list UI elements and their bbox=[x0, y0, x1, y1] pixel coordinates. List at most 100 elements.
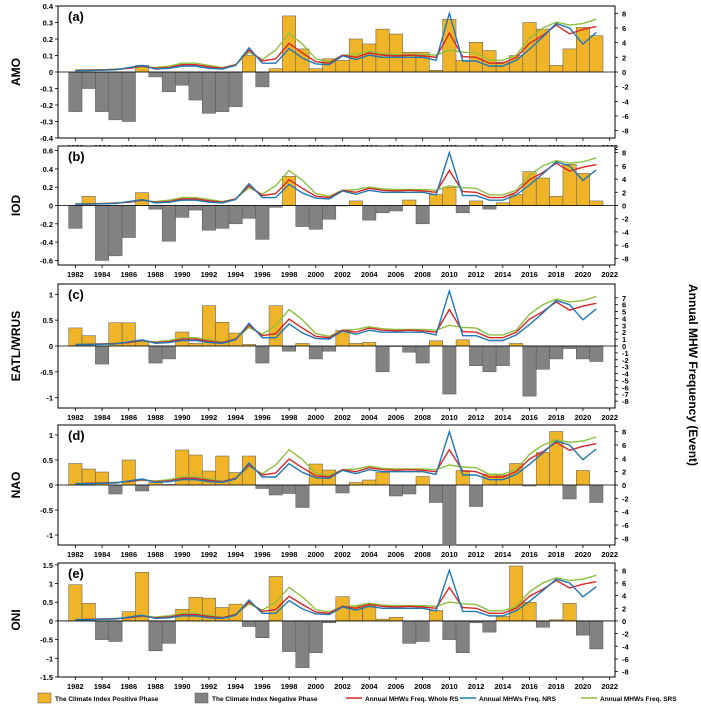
bar-1997 bbox=[268, 576, 283, 622]
y2-tick-label: 6 bbox=[622, 24, 626, 33]
x-tick-label: 1986 bbox=[120, 550, 137, 559]
x-tick-label: 2004 bbox=[361, 413, 379, 422]
bar-1996 bbox=[255, 484, 270, 489]
y2-tick-label: 4 bbox=[622, 39, 627, 48]
x-tick-label: 2020 bbox=[575, 270, 592, 279]
y-tick-label: 0.1 bbox=[43, 52, 53, 61]
bar-1989 bbox=[161, 205, 176, 242]
bar-2016 bbox=[522, 345, 537, 397]
series-line-mhw_nrs bbox=[75, 150, 597, 205]
x-tick-label: 1994 bbox=[227, 550, 245, 559]
panel-label: (a) bbox=[68, 9, 84, 24]
bar-2004 bbox=[362, 342, 377, 347]
x-tick-label: 2014 bbox=[494, 550, 512, 559]
legend-item-nrs: Annual MHWs Freq. NRS bbox=[460, 696, 557, 703]
bar-2019 bbox=[562, 484, 577, 500]
bar-2004 bbox=[362, 43, 377, 73]
y-tick-label: 0.5 bbox=[43, 456, 53, 465]
bar-2006 bbox=[389, 33, 403, 73]
x-tick-label: 2022 bbox=[601, 682, 618, 691]
bar-1988 bbox=[148, 345, 163, 364]
y-tick-label: 0.4 bbox=[43, 165, 54, 174]
x-tick-label: 1984 bbox=[94, 270, 112, 279]
x-tick-label: 2010 bbox=[441, 682, 458, 691]
bar-2006 bbox=[389, 484, 403, 497]
y2-tick-label: -4 bbox=[622, 642, 629, 651]
x-tick-label: 2018 bbox=[548, 682, 565, 691]
x-tick-label: 2004 bbox=[361, 682, 379, 691]
bar-1984 bbox=[95, 620, 110, 640]
y2-tick-label: -8 bbox=[622, 668, 629, 677]
x-tick-label: 2022 bbox=[601, 413, 618, 422]
legend-swatch bbox=[37, 692, 52, 704]
bar-2020 bbox=[576, 470, 590, 486]
bar-1997 bbox=[268, 68, 283, 73]
bar-2017 bbox=[535, 345, 550, 370]
x-tick-label: 2012 bbox=[468, 413, 485, 422]
bar-2018 bbox=[549, 65, 564, 73]
y2-tick-label: -6 bbox=[622, 112, 629, 121]
x-tick-label: 2014 bbox=[494, 413, 512, 422]
y-tick-label: 0 bbox=[49, 342, 53, 351]
x-tick-label: 1994 bbox=[227, 682, 245, 691]
bar-2009 bbox=[429, 484, 443, 503]
y2-tick-label: -6 bbox=[622, 241, 629, 250]
bar-1982 bbox=[68, 71, 83, 112]
x-tick-label: 2010 bbox=[441, 270, 458, 279]
y2-tick-label: 6 bbox=[622, 441, 626, 450]
bar-1985 bbox=[108, 620, 123, 642]
y2-tick-label: 4 bbox=[622, 175, 627, 184]
bar-2020 bbox=[576, 620, 590, 636]
bar-1986 bbox=[121, 205, 136, 238]
y2-tick-label: -8 bbox=[622, 397, 629, 406]
y2-tick-label: 2 bbox=[622, 53, 626, 62]
x-tick-label: 2012 bbox=[468, 270, 485, 279]
y-tick-label: -0.3 bbox=[40, 118, 53, 127]
x-tick-label: 1990 bbox=[174, 270, 191, 279]
bar-1994 bbox=[228, 71, 243, 107]
x-tick-label: 2000 bbox=[307, 550, 324, 559]
y-axis-title: EATL/WRUS bbox=[9, 311, 23, 381]
bar-2001 bbox=[322, 345, 337, 352]
x-tick-label: 1996 bbox=[254, 413, 271, 422]
y-axis-title: IOD bbox=[9, 195, 23, 217]
bar-2020 bbox=[576, 27, 590, 73]
x-tick-label: 1996 bbox=[254, 270, 271, 279]
series-line-mhw_nrs bbox=[75, 568, 597, 621]
x-tick-label: 1992 bbox=[201, 413, 218, 422]
y2-tick-label: 8 bbox=[622, 149, 626, 158]
bar-1994 bbox=[228, 205, 243, 225]
x-tick-label: 1992 bbox=[201, 550, 218, 559]
legend: The Climate Index Positive Phase The Clim… bbox=[37, 692, 677, 704]
x-tick-label: 1982 bbox=[67, 413, 84, 422]
bar-1982 bbox=[68, 205, 83, 229]
y2-tick-label: -2 bbox=[622, 215, 629, 224]
bar-1996 bbox=[255, 205, 270, 240]
legend-label: Annual MHWs Freq. Whole RS bbox=[365, 696, 459, 703]
panels: 0.4 0.3 0.2 0.1 0 -0.1 -0.2 -0.3 -0.4 8 6 4 2 0 -2 -4 -6… bbox=[9, 2, 629, 691]
x-tick-label: 2006 bbox=[388, 270, 405, 279]
bar-1999 bbox=[295, 205, 310, 227]
series-line-mhw_nrs bbox=[75, 429, 597, 485]
bar-1991 bbox=[188, 205, 203, 211]
y-tick-label: -1 bbox=[46, 394, 53, 403]
y-tick-label: 0.3 bbox=[43, 19, 53, 28]
bar-1995 bbox=[242, 205, 256, 219]
bar-2011 bbox=[455, 205, 470, 214]
bar-1985 bbox=[108, 205, 123, 257]
bar-1987 bbox=[135, 341, 150, 347]
bar-2014 bbox=[495, 345, 510, 366]
bar-1998 bbox=[282, 620, 297, 652]
bar-1994 bbox=[228, 603, 243, 622]
y-axis-title: NAO bbox=[9, 472, 23, 499]
bar-2010 bbox=[442, 345, 457, 395]
y2-tick-label: -2 bbox=[622, 83, 629, 92]
bar-2010 bbox=[442, 484, 457, 546]
bar-2020 bbox=[576, 345, 590, 360]
y2-tick-label: -6 bbox=[622, 655, 629, 664]
bar-1982 bbox=[68, 463, 83, 486]
x-tick-label: 1982 bbox=[67, 682, 84, 691]
y-tick-label: -0.6 bbox=[40, 256, 53, 265]
bar-2008 bbox=[415, 620, 430, 642]
